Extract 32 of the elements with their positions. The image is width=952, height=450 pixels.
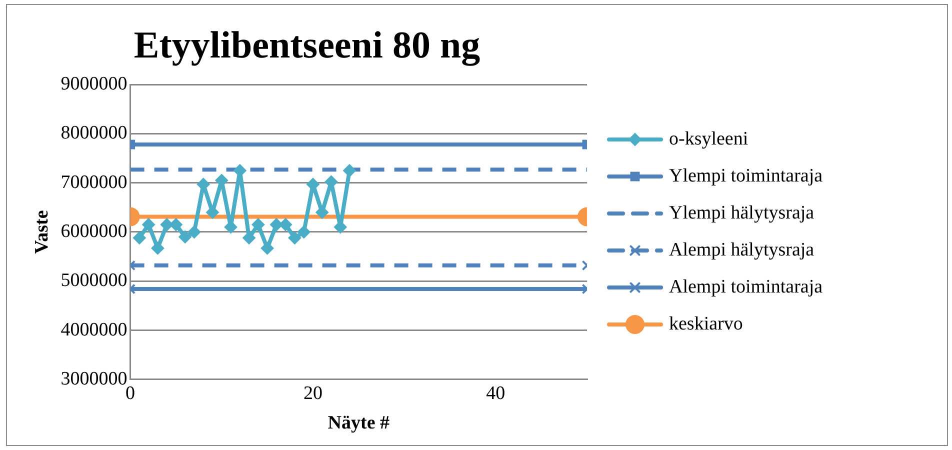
point [252, 218, 265, 232]
y-tick-label: 8000000 [60, 122, 128, 144]
point [151, 242, 164, 255]
legend-label: Ylempi toimintaraja [669, 165, 824, 186]
y-tick-label: 7000000 [60, 172, 128, 193]
point [169, 218, 182, 232]
legend-label: keskiarvo [669, 313, 743, 334]
point [279, 218, 292, 232]
point [297, 226, 310, 238]
point [178, 230, 192, 244]
point [288, 231, 302, 244]
y-tick-label: 9000000 [60, 74, 128, 95]
x-tick-label: 20 [303, 382, 322, 404]
legend-label: Alempi hälytysraja [669, 239, 815, 260]
y-tick-label: 3000000 [60, 368, 128, 390]
legend-label: Ylempi hälytysraja [669, 202, 815, 224]
legend-label: o-ksyleeni [669, 128, 748, 150]
x-tick-label: 0 [126, 382, 136, 404]
y-tick-label: 5000000 [60, 270, 128, 292]
point [142, 218, 156, 232]
chart-title: Etyylibentseeni 80 ng [134, 24, 480, 67]
x-axis-title: Näyte # [328, 412, 390, 434]
x-tick-label: 40 [486, 382, 506, 404]
point [188, 226, 201, 238]
y-axis-title: Vaste [31, 210, 52, 254]
y-tick-label: 4000000 [60, 319, 128, 340]
legend-label: Alempi toimintaraja [669, 276, 824, 298]
point [270, 218, 283, 232]
point [260, 242, 274, 255]
point [132, 231, 146, 244]
y-tick-label: 6000000 [60, 220, 128, 242]
point [343, 164, 356, 178]
